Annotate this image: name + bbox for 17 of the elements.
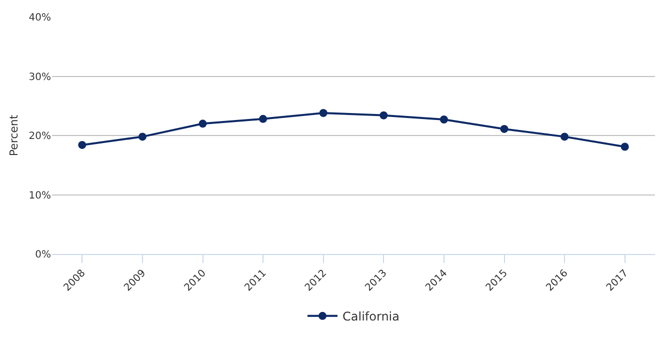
point bbox=[138, 132, 146, 141]
point bbox=[198, 120, 207, 128]
point bbox=[440, 116, 448, 124]
point bbox=[319, 108, 328, 117]
point bbox=[380, 111, 388, 120]
point bbox=[560, 132, 569, 141]
y-axis-title: Percent bbox=[7, 114, 20, 156]
point bbox=[78, 140, 86, 149]
y-tick-label: 20% bbox=[28, 131, 51, 142]
point bbox=[259, 114, 268, 123]
y-tick-label: 10% bbox=[28, 190, 51, 202]
legend-label: California bbox=[342, 310, 400, 324]
point bbox=[500, 124, 508, 133]
point bbox=[620, 142, 629, 151]
y-tick-label: 30% bbox=[28, 72, 51, 83]
y-tick-label: 0% bbox=[35, 250, 51, 260]
y-tick-label: 40% bbox=[28, 12, 51, 24]
